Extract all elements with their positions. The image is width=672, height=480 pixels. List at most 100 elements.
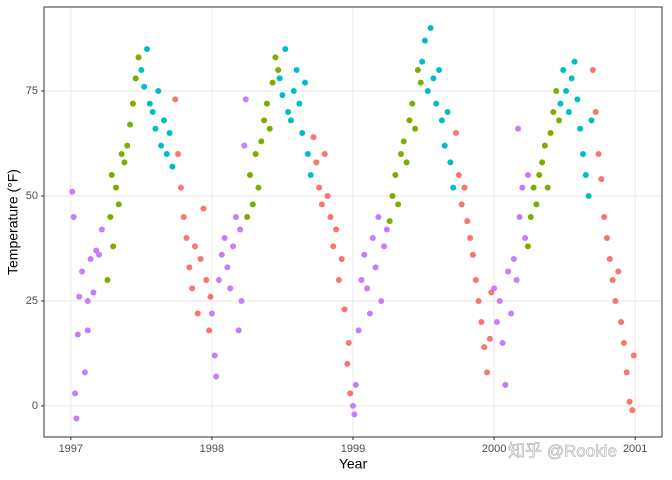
point bbox=[502, 381, 509, 388]
point bbox=[550, 108, 557, 115]
point bbox=[310, 134, 317, 141]
point bbox=[141, 83, 148, 90]
point bbox=[84, 327, 91, 334]
point bbox=[467, 234, 474, 241]
point bbox=[258, 138, 265, 145]
point bbox=[115, 201, 122, 208]
point bbox=[592, 108, 599, 115]
point bbox=[372, 264, 379, 271]
point bbox=[189, 285, 196, 292]
point bbox=[213, 373, 220, 380]
point bbox=[169, 163, 176, 170]
point bbox=[414, 66, 421, 73]
point bbox=[361, 251, 368, 258]
point bbox=[183, 234, 190, 241]
point bbox=[207, 293, 214, 300]
point bbox=[218, 251, 225, 258]
point bbox=[247, 171, 253, 178]
point bbox=[389, 192, 396, 199]
point bbox=[121, 159, 128, 166]
point bbox=[383, 226, 390, 233]
point bbox=[595, 150, 602, 157]
point bbox=[381, 243, 388, 250]
x-tick-label: 1999 bbox=[341, 443, 365, 455]
point bbox=[237, 226, 244, 233]
point bbox=[395, 201, 402, 208]
point bbox=[307, 171, 314, 178]
point bbox=[69, 188, 76, 195]
point bbox=[524, 171, 531, 178]
point bbox=[553, 87, 560, 94]
point bbox=[366, 310, 373, 317]
point bbox=[242, 96, 249, 103]
point bbox=[486, 335, 493, 342]
point bbox=[230, 243, 237, 250]
y-tick-label: 25 bbox=[26, 295, 38, 307]
point bbox=[235, 327, 242, 334]
x-tick-label: 2001 bbox=[623, 443, 647, 455]
point bbox=[279, 92, 286, 99]
point bbox=[424, 87, 431, 94]
point bbox=[238, 297, 245, 304]
point bbox=[227, 285, 234, 292]
point bbox=[582, 171, 589, 178]
point bbox=[499, 339, 506, 346]
point bbox=[378, 297, 385, 304]
point bbox=[364, 285, 371, 292]
point bbox=[430, 75, 437, 82]
point bbox=[556, 117, 562, 124]
point bbox=[129, 100, 136, 107]
point bbox=[516, 213, 523, 220]
point bbox=[211, 352, 218, 359]
point bbox=[135, 54, 142, 61]
point bbox=[155, 87, 162, 94]
point bbox=[175, 150, 182, 157]
point bbox=[444, 108, 451, 115]
point bbox=[472, 276, 479, 283]
point bbox=[324, 192, 331, 199]
point bbox=[112, 184, 119, 191]
point bbox=[400, 138, 407, 145]
point bbox=[221, 234, 228, 241]
point bbox=[427, 24, 434, 31]
point bbox=[208, 310, 215, 317]
point bbox=[541, 142, 548, 149]
point bbox=[72, 390, 79, 397]
point bbox=[347, 390, 354, 397]
point bbox=[285, 108, 292, 115]
point bbox=[244, 213, 251, 220]
point bbox=[107, 213, 114, 220]
point bbox=[565, 108, 572, 115]
point bbox=[276, 75, 283, 82]
point bbox=[461, 184, 468, 191]
point bbox=[249, 201, 256, 208]
point bbox=[560, 66, 567, 73]
point bbox=[261, 117, 268, 124]
point bbox=[191, 243, 198, 250]
point bbox=[585, 192, 592, 199]
point bbox=[458, 201, 465, 208]
point bbox=[124, 142, 131, 149]
point bbox=[232, 213, 239, 220]
point bbox=[76, 293, 83, 300]
point bbox=[533, 201, 540, 208]
point bbox=[488, 289, 495, 296]
point bbox=[375, 213, 382, 220]
point bbox=[215, 276, 222, 283]
point bbox=[505, 268, 512, 275]
point bbox=[266, 125, 273, 132]
point bbox=[296, 100, 303, 107]
point bbox=[98, 226, 105, 233]
point bbox=[609, 276, 616, 283]
point bbox=[74, 331, 81, 338]
point bbox=[515, 125, 522, 132]
point bbox=[84, 297, 91, 304]
point bbox=[527, 213, 534, 220]
point bbox=[453, 129, 459, 136]
point bbox=[441, 142, 448, 149]
point bbox=[73, 415, 80, 422]
point bbox=[338, 255, 345, 262]
point bbox=[290, 87, 297, 94]
point bbox=[158, 142, 165, 149]
x-axis-title: Year bbox=[339, 456, 368, 472]
